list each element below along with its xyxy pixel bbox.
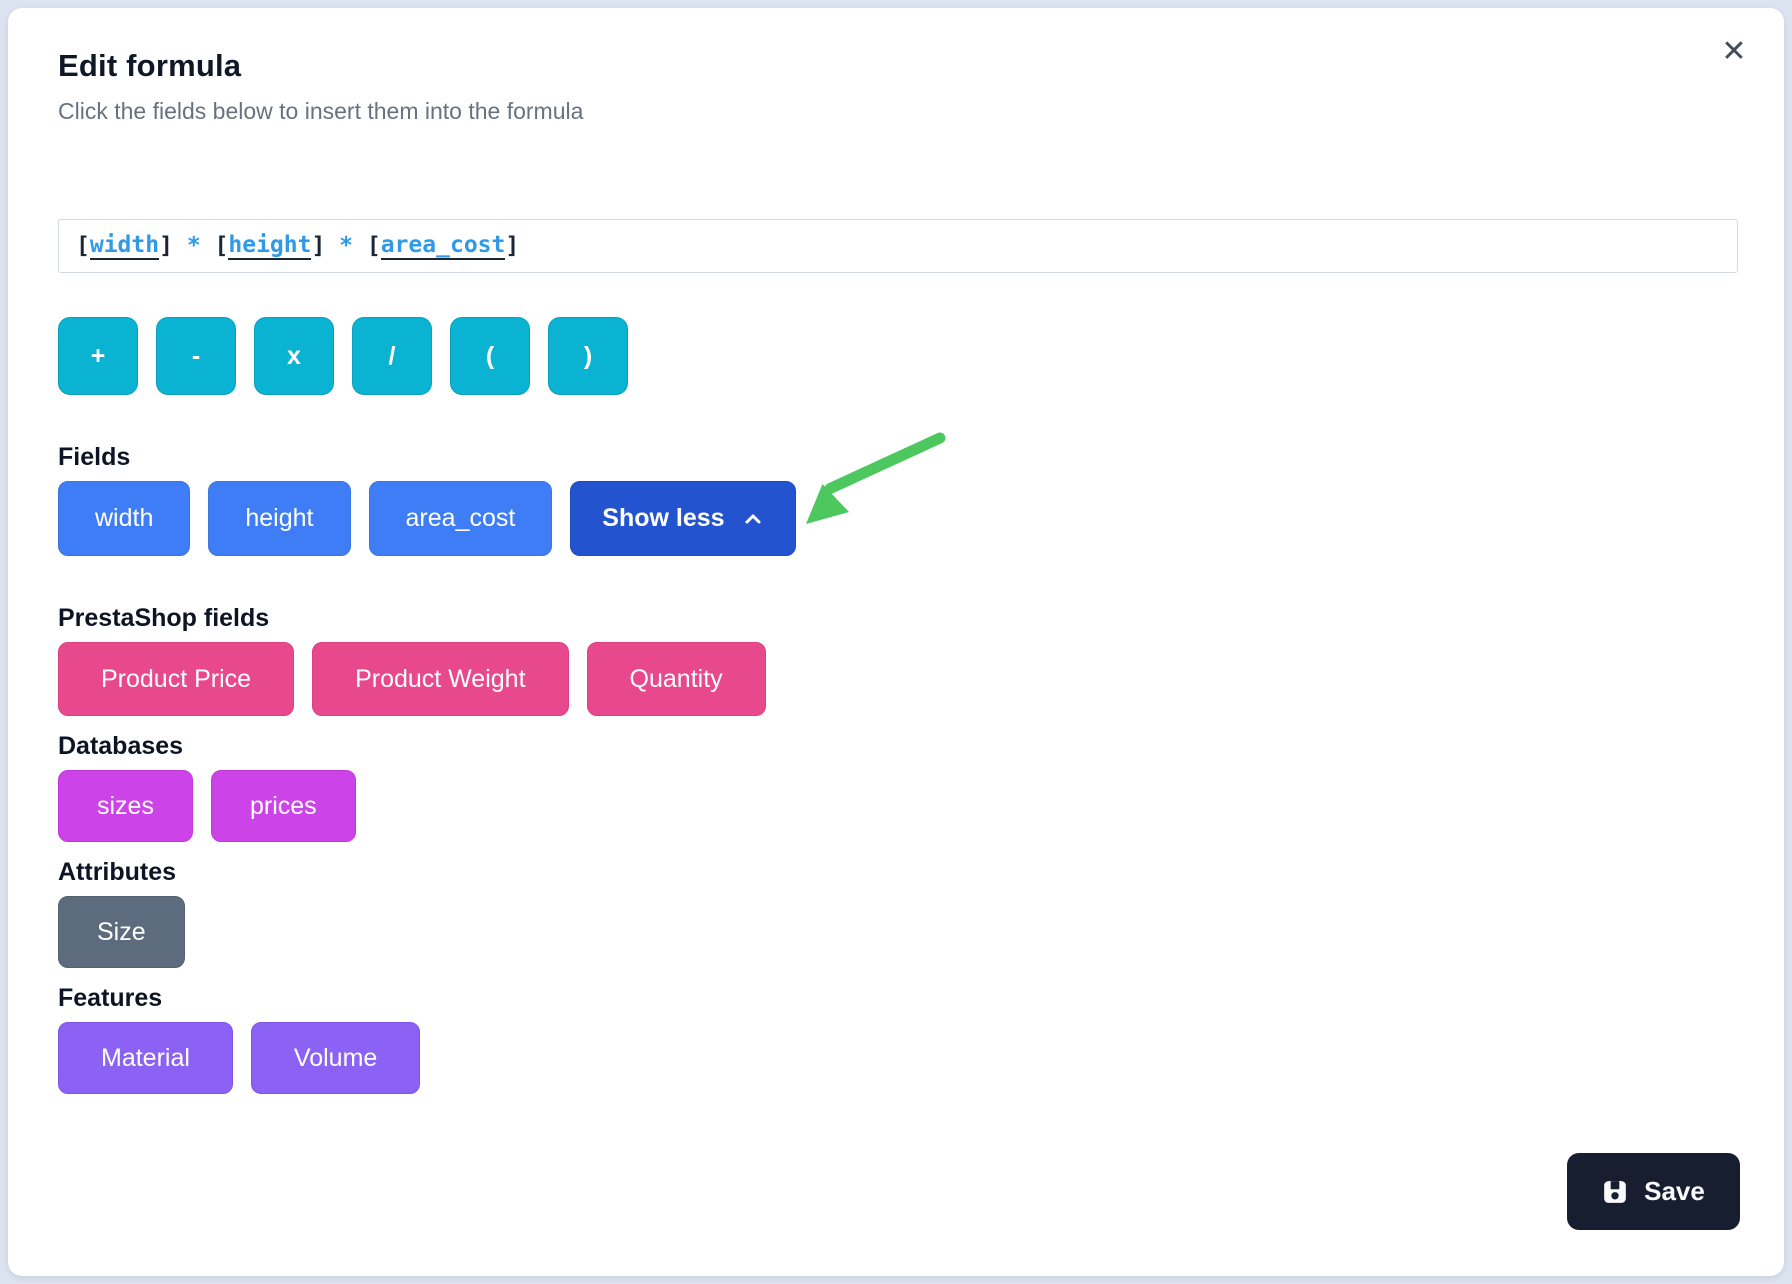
operator-button[interactable]: ( bbox=[450, 317, 530, 395]
show-less-button[interactable]: Show less bbox=[570, 481, 796, 556]
chevron-up-icon bbox=[742, 508, 764, 530]
prestashop-field-button[interactable]: Quantity bbox=[586, 642, 766, 716]
formula-token[interactable]: width bbox=[89, 232, 160, 260]
database-button[interactable]: prices bbox=[210, 770, 356, 842]
fields-button-row: width height area_cost Show less bbox=[58, 481, 1738, 556]
operator-row: + - x /() bbox=[58, 317, 1738, 395]
save-button[interactable]: Save bbox=[1567, 1153, 1740, 1230]
prestashop-button-row: Product Price Product Weight Quantity bbox=[58, 642, 1738, 716]
formula-token[interactable]: [ bbox=[214, 233, 229, 259]
formula-token[interactable]: * bbox=[325, 233, 367, 259]
formula-token[interactable]: height bbox=[228, 232, 312, 260]
formula-token[interactable]: ] bbox=[505, 233, 520, 259]
formula-input[interactable]: [width] * [height] * [area_cost] bbox=[58, 219, 1738, 273]
database-button[interactable]: sizes bbox=[58, 770, 193, 842]
prestashop-section-label: PrestaShop fields bbox=[58, 604, 270, 632]
operator-button[interactable]: ) bbox=[548, 317, 628, 395]
prestashop-field-button[interactable]: Product Price bbox=[58, 642, 295, 716]
attributes-section-label: Attributes bbox=[58, 858, 177, 886]
operator-button[interactable]: x bbox=[254, 317, 334, 395]
close-icon: ✕ bbox=[1721, 35, 1747, 68]
floppy-disk-icon bbox=[1602, 1179, 1628, 1205]
formula-token[interactable]: [ bbox=[366, 233, 381, 259]
page-subtitle: Click the fields below to insert them in… bbox=[58, 98, 584, 124]
attribute-button[interactable]: Size bbox=[58, 896, 185, 968]
databases-button-row: sizes prices bbox=[58, 770, 1738, 842]
formula-token[interactable]: [ bbox=[76, 233, 90, 259]
databases-section-label: Databases bbox=[58, 732, 184, 760]
operator-button[interactable]: - bbox=[156, 317, 236, 395]
page-title: Edit formula bbox=[58, 48, 242, 83]
close-button[interactable]: ✕ bbox=[1714, 32, 1754, 72]
save-label: Save bbox=[1644, 1176, 1705, 1206]
operator-button[interactable]: + bbox=[58, 317, 138, 395]
operator-button[interactable]: / bbox=[352, 317, 432, 395]
formula-token[interactable]: area_cost bbox=[380, 232, 506, 260]
feature-button[interactable]: Material bbox=[58, 1022, 233, 1094]
features-button-row: Material Volume bbox=[58, 1022, 1738, 1094]
field-button[interactable]: height bbox=[208, 481, 351, 556]
show-less-label: Show less bbox=[602, 504, 725, 532]
feature-button[interactable]: Volume bbox=[250, 1022, 421, 1094]
formula-token[interactable]: * bbox=[172, 233, 215, 259]
prestashop-field-button[interactable]: Product Weight bbox=[312, 642, 569, 716]
formula-token[interactable]: ] bbox=[311, 233, 326, 259]
edit-formula-modal: ✕ Edit formula Click the fields below to… bbox=[8, 8, 1784, 1276]
field-button[interactable]: area_cost bbox=[368, 481, 553, 556]
formula-token[interactable]: ] bbox=[159, 233, 173, 259]
field-button[interactable]: width bbox=[58, 481, 191, 556]
fields-section-label: Fields bbox=[58, 443, 131, 471]
features-section-label: Features bbox=[58, 984, 163, 1012]
attributes-button-row: Size bbox=[58, 896, 1738, 968]
